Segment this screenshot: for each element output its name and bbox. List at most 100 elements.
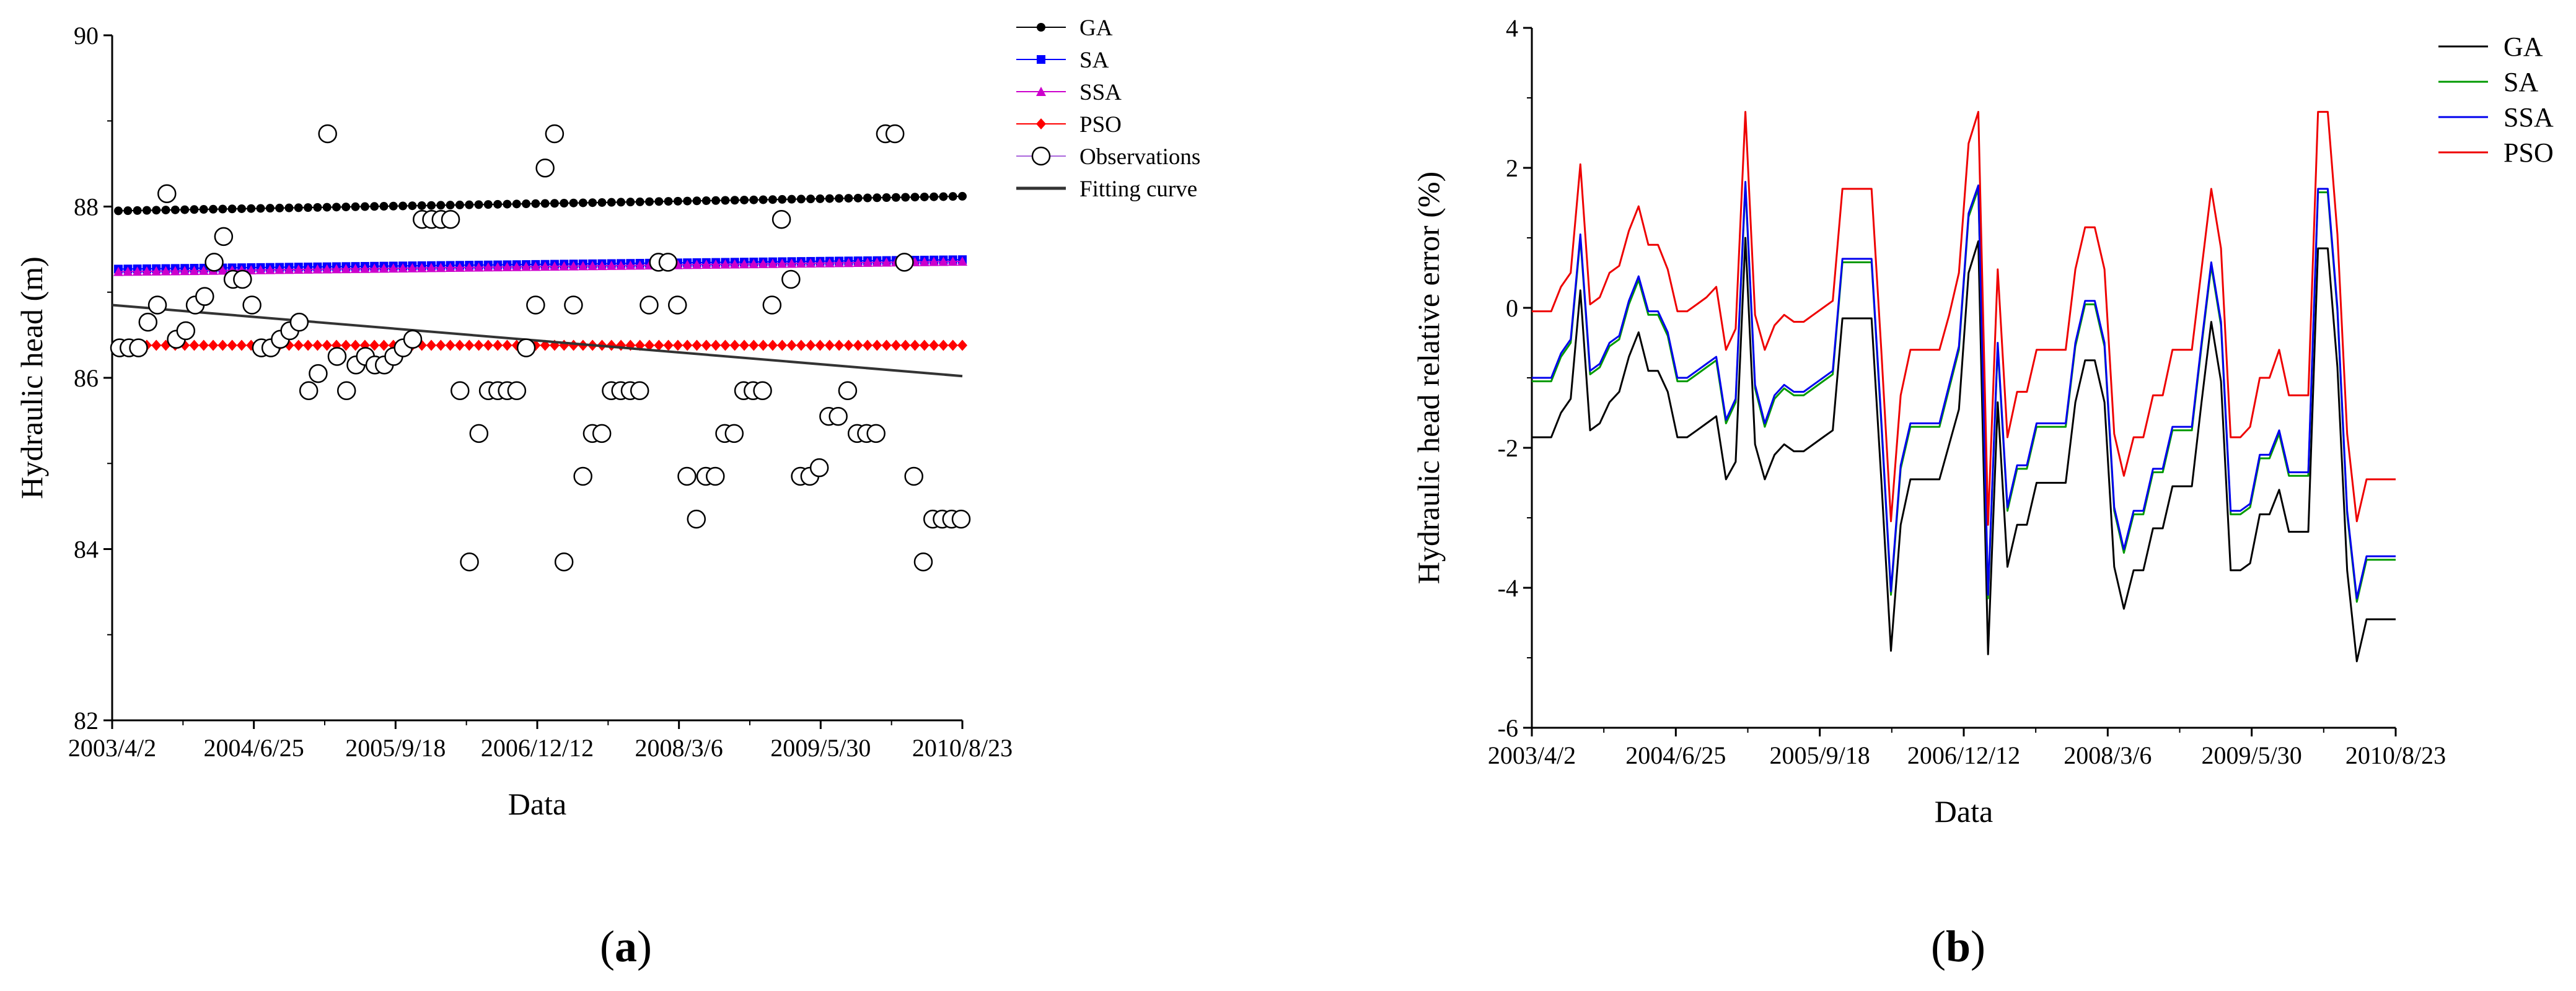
panel-a-observation-point bbox=[687, 509, 706, 529]
panel-a-observation-point bbox=[554, 552, 574, 572]
panel-a-legend-sa-label: SA bbox=[1079, 48, 1109, 73]
panel-a-ga-point bbox=[948, 192, 957, 201]
panel-a-observation-point bbox=[309, 364, 328, 383]
panel-a-pso-point bbox=[227, 339, 237, 351]
panel-a-observation-point bbox=[233, 269, 252, 289]
panel-a-pso-point bbox=[758, 339, 768, 351]
panel-a-pso-point bbox=[464, 339, 475, 351]
panel-a-pso-point bbox=[692, 339, 702, 351]
panel-a-pso-point bbox=[881, 339, 892, 351]
panel-a-ssa-point bbox=[853, 258, 863, 268]
panel-b-x-tick-label: 2005/9/18 bbox=[1770, 741, 1870, 769]
panel-a-x-tick-label: 2005/9/18 bbox=[345, 734, 446, 762]
panel-a-ssa-point bbox=[151, 266, 162, 276]
panel-a-ssa-point bbox=[464, 262, 475, 272]
panel-a-pso-point bbox=[938, 339, 949, 351]
panel-a-observation-point bbox=[904, 466, 923, 486]
panel-a-ga-point bbox=[654, 197, 664, 206]
panel-a-pso-point bbox=[198, 339, 209, 351]
panel-a-ssa-point bbox=[436, 263, 446, 273]
panel-a-ssa-point bbox=[919, 256, 930, 266]
panel-a-pso-point bbox=[720, 339, 731, 351]
panel-a-ssa-point bbox=[275, 264, 285, 274]
panel-a-y-axis-title: Hydraulic head (m) bbox=[14, 256, 49, 499]
panel-a-ssa-point bbox=[398, 263, 408, 273]
panel-a-pso-point bbox=[947, 339, 958, 351]
panel-a-ssa-point bbox=[862, 257, 873, 267]
panel-a-observation-point bbox=[507, 381, 527, 400]
panel-a-legend-sa-marker bbox=[1037, 55, 1045, 64]
panel-a-ga-point bbox=[644, 197, 654, 206]
panel-a-pso-point bbox=[910, 339, 920, 351]
panel-a-pso-point bbox=[862, 339, 873, 351]
panel-a-pso-point bbox=[473, 339, 484, 351]
panel-a-pso-point bbox=[208, 339, 219, 351]
panel-a-observation-point bbox=[403, 330, 423, 349]
panel-a-ga-point bbox=[522, 199, 531, 209]
panel-a-ssa-point bbox=[720, 259, 731, 269]
panel-a-observation-point bbox=[706, 466, 725, 486]
panel-a-pso-point bbox=[379, 339, 389, 351]
panel-a-ga-point bbox=[379, 202, 389, 211]
panel-a-pso-point bbox=[189, 339, 200, 351]
panel-a-legend-pso-label: PSO bbox=[1079, 112, 1122, 138]
panel-a-chart: 82 84 86 88 90 2003/4/2 2004/6/25 2005/9/18 2006… bbox=[14, 15, 1200, 821]
panel-a-ga-point bbox=[123, 206, 133, 216]
panel-a-ga-point bbox=[550, 199, 559, 208]
panel-a-ga-point bbox=[626, 198, 635, 207]
panel-b-sa-line bbox=[1532, 184, 2396, 603]
panel-a-observation-point bbox=[838, 381, 858, 400]
panel-a-pso-point bbox=[701, 339, 711, 351]
panel-a-pso-point bbox=[786, 339, 797, 351]
panel-a-ssa-point bbox=[767, 258, 778, 268]
panel-a-observation-point bbox=[762, 295, 782, 315]
panel-a-ga-point bbox=[436, 201, 446, 210]
panel-a-pso-point bbox=[616, 339, 626, 351]
panel-a-ssa-point bbox=[198, 265, 209, 275]
panel-a-ssa-point bbox=[218, 265, 228, 275]
panel-a-ssa-point bbox=[606, 260, 617, 270]
panel-a-ga-point bbox=[483, 200, 493, 209]
panel-a-pso-point bbox=[663, 339, 674, 351]
panel-b-x-tick-label: 2009/5/30 bbox=[2202, 741, 2302, 769]
panel-a-ga-point bbox=[180, 205, 190, 214]
panel-a-ssa-point bbox=[407, 263, 418, 273]
panel-a-ga-point bbox=[512, 199, 521, 209]
panel-a-y-tick-label: 84 bbox=[74, 536, 99, 564]
panel-a-ssa-point bbox=[881, 257, 892, 267]
panel-a-ga-point bbox=[863, 193, 872, 203]
panel-a-ssa-point bbox=[312, 264, 323, 274]
panel-a-ssa-point bbox=[493, 262, 503, 272]
panel-a-observation-point bbox=[327, 347, 347, 366]
panel-a-ga-point bbox=[882, 193, 891, 203]
panel-a-ga-point bbox=[360, 202, 369, 211]
panel-a-observation-point bbox=[913, 552, 933, 572]
panel-a-ga-point bbox=[835, 194, 844, 203]
panel-a-observation-point bbox=[299, 381, 319, 400]
panel-a-pso-point bbox=[502, 339, 512, 351]
panel-a-ga-point bbox=[493, 199, 503, 209]
panel-a-ssa-point bbox=[293, 264, 304, 274]
panel-a-ssa-point bbox=[379, 263, 389, 273]
panel-a-pso-point bbox=[739, 339, 750, 351]
panel-a-ga-point bbox=[114, 206, 123, 216]
panel-a-x-tick-label: 2006/12/12 bbox=[481, 734, 594, 762]
panel-a-ga-point bbox=[256, 204, 265, 213]
panel-a-ga-point bbox=[730, 196, 739, 205]
panel-a-ssa-point bbox=[284, 264, 294, 274]
panel-a-ga-point bbox=[389, 201, 398, 211]
panel-a-ga-point bbox=[597, 198, 607, 207]
panel-a-legend-ssa-marker bbox=[1036, 87, 1046, 96]
panel-a-ga-point bbox=[474, 200, 483, 209]
panel-a-pso-point bbox=[711, 339, 721, 351]
panel-a-ga-point bbox=[920, 192, 929, 201]
panel-a-ssa-point bbox=[682, 260, 693, 269]
panel-a-ga-point bbox=[531, 199, 540, 208]
panel-a-observation-point bbox=[460, 552, 479, 572]
panel-a-ga-point bbox=[247, 204, 256, 213]
panel-a-ssa-point bbox=[597, 261, 607, 271]
panel-a-y-tick-label: 86 bbox=[74, 364, 99, 392]
panel-a-x-tick-label: 2003/4/2 bbox=[68, 734, 156, 762]
panel-b-y-tick-label: -2 bbox=[1498, 434, 1518, 462]
panel-a-ga-point bbox=[664, 197, 673, 206]
